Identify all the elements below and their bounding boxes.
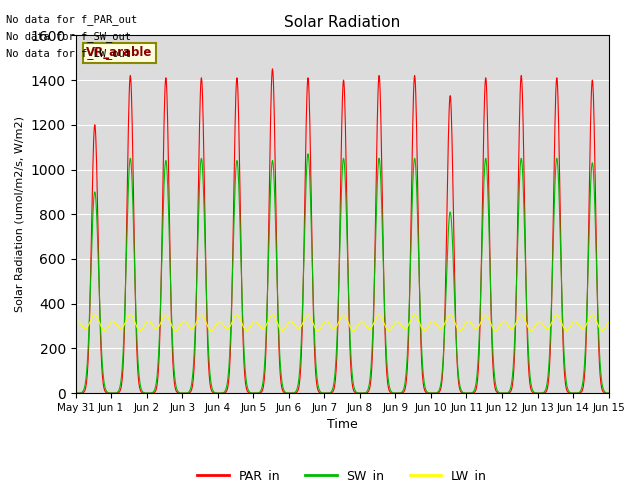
LW_in (494, 326, 502, 332)
LW_in (91, 312, 99, 318)
Line: PAR_in: PAR_in (76, 69, 640, 393)
SW_in (72, 390, 79, 396)
PAR_in (269, 66, 276, 72)
Line: SW_in: SW_in (76, 154, 640, 393)
PAR_in (494, 390, 502, 396)
Title: Solar Radiation: Solar Radiation (284, 15, 400, 30)
X-axis label: Time: Time (326, 419, 358, 432)
SW_in (345, 307, 353, 313)
Text: No data for f_LW_out: No data for f_LW_out (6, 48, 131, 59)
SW_in (494, 389, 502, 395)
PAR_in (335, 302, 342, 308)
PAR_in (161, 106, 168, 112)
LW_in (72, 320, 79, 325)
LW_in (563, 328, 570, 334)
SW_in (161, 174, 168, 180)
LW_in (578, 325, 586, 331)
LW_in (161, 312, 168, 318)
Text: No data for f_SW_out: No data for f_SW_out (6, 31, 131, 42)
PAR_in (633, 383, 640, 388)
Text: No data for f_PAR_out: No data for f_PAR_out (6, 14, 138, 25)
PAR_in (345, 317, 353, 323)
SW_in (577, 387, 585, 393)
PAR_in (577, 389, 585, 395)
PAR_in (72, 390, 79, 396)
Line: LW_in: LW_in (76, 315, 640, 331)
SW_in (304, 151, 312, 157)
LW_in (634, 327, 640, 333)
Y-axis label: Solar Radiation (umol/m2/s, W/m2): Solar Radiation (umol/m2/s, W/m2) (15, 116, 25, 312)
LW_in (345, 322, 353, 327)
SW_in (633, 374, 640, 380)
SW_in (335, 295, 342, 301)
Text: VR_arable: VR_arable (86, 46, 152, 59)
LW_in (335, 320, 342, 326)
Legend: PAR_in, SW_in, LW_in: PAR_in, SW_in, LW_in (193, 464, 492, 480)
